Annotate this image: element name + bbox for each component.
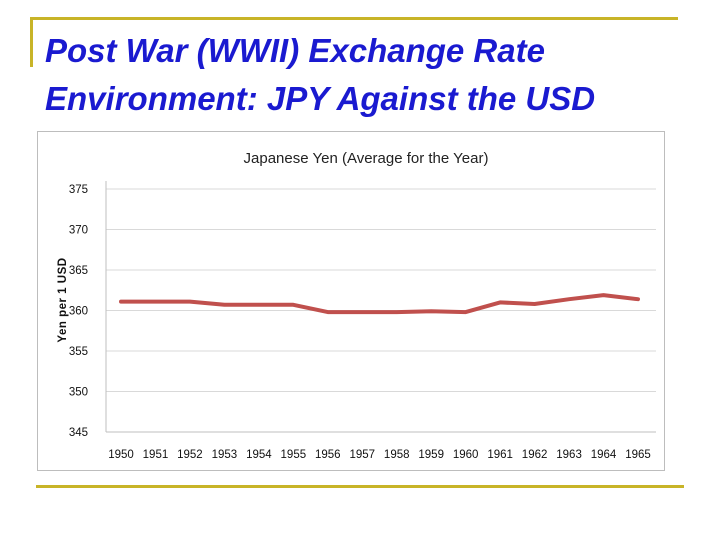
y-tick-370: 370 — [69, 225, 88, 237]
x-tick-1951: 1951 — [143, 449, 169, 461]
top-accent-line — [30, 17, 678, 20]
x-tick-1965: 1965 — [625, 449, 651, 461]
x-tick-labels: 1950 1951 1952 1953 1954 1955 1956 1957 1958 1959… — [108, 449, 651, 461]
data-point-1954 — [258, 304, 260, 306]
data-point-1965 — [637, 298, 639, 300]
slide-title: Post War (WWII) Exchange Rate Environmen… — [45, 32, 596, 117]
series-line-0 — [119, 293, 640, 315]
x-tick-1958: 1958 — [384, 449, 410, 461]
y-tick-345: 345 — [69, 427, 88, 439]
grid-layer — [106, 188, 656, 392]
data-point-1963 — [568, 298, 570, 300]
y-tick-labels: 345 350 355 360 365 370 375 — [69, 184, 88, 439]
chart-container: Japanese Yen (Average for the Year) 345 3… — [37, 131, 665, 471]
x-tick-1956: 1956 — [315, 449, 341, 461]
data-point-1962 — [533, 303, 536, 305]
data-point-1964 — [602, 294, 605, 296]
bottom-accent-line — [36, 485, 684, 488]
y-tick-360: 360 — [69, 306, 88, 318]
data-point-1950 — [120, 300, 122, 303]
x-tick-1955: 1955 — [281, 449, 307, 461]
x-tick-1964: 1964 — [591, 449, 617, 461]
data-point-1953 — [223, 304, 226, 306]
y-tick-365: 365 — [69, 265, 88, 277]
x-tick-1954: 1954 — [246, 449, 272, 461]
y-axis-label: Yen per 1 USD — [57, 257, 69, 342]
x-tick-1960: 1960 — [453, 449, 479, 461]
x-tick-1952: 1952 — [177, 449, 203, 461]
data-point-1959 — [430, 310, 433, 313]
data-point-1957 — [361, 311, 364, 313]
data-point-1951 — [154, 300, 157, 303]
y-tick-355: 355 — [69, 346, 88, 358]
x-tick-1953: 1953 — [212, 449, 238, 461]
data-point-1952 — [189, 300, 191, 303]
left-accent-line — [30, 17, 33, 67]
y-tick-375: 375 — [69, 184, 88, 196]
x-tick-1962: 1962 — [522, 449, 548, 461]
x-tick-1963: 1963 — [556, 449, 582, 461]
chart-svg: Japanese Yen (Average for the Year) 3453… — [57, 150, 656, 461]
x-tick-1959: 1959 — [418, 449, 444, 461]
axis-layer — [105, 181, 656, 433]
data-point-1961 — [499, 301, 501, 304]
data-point-1958 — [395, 311, 398, 313]
x-tick-1961: 1961 — [487, 449, 513, 461]
y-tick-350: 350 — [69, 387, 88, 399]
chart-title: Japanese Yen (Average for the Year) — [244, 150, 489, 167]
data-point-1960 — [464, 311, 467, 313]
x-tick-1957: 1957 — [349, 449, 375, 461]
x-tick-1950: 1950 — [108, 449, 134, 461]
data-point-1956 — [327, 311, 329, 313]
series-layer — [119, 293, 640, 315]
data-point-1955 — [292, 304, 295, 306]
